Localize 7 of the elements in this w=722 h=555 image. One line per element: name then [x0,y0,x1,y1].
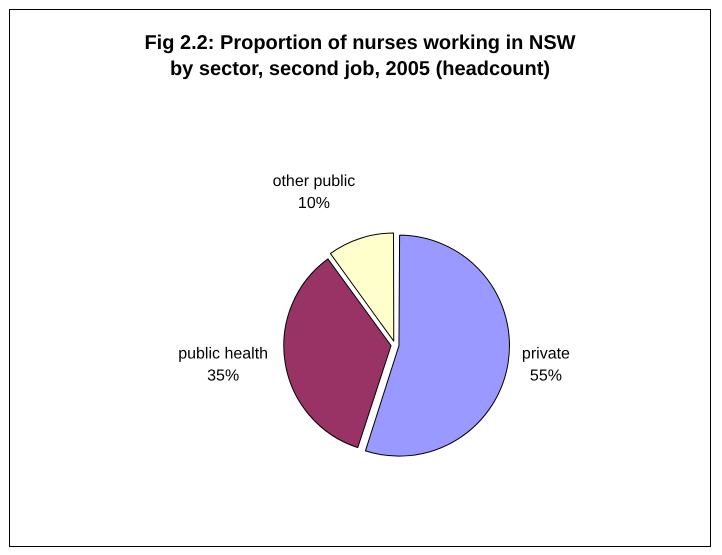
slice-label: public health [178,346,268,363]
data-label: 55% [530,368,562,385]
data-label: 35% [207,368,240,385]
slice-label: private [522,346,570,363]
slice-label: other public [272,173,356,190]
chart-title: Fig 2.2: Proportion of nurses working in NSW by sector, second job, 2005 (headcount) [143,31,577,82]
data-label: 10% [298,195,330,212]
